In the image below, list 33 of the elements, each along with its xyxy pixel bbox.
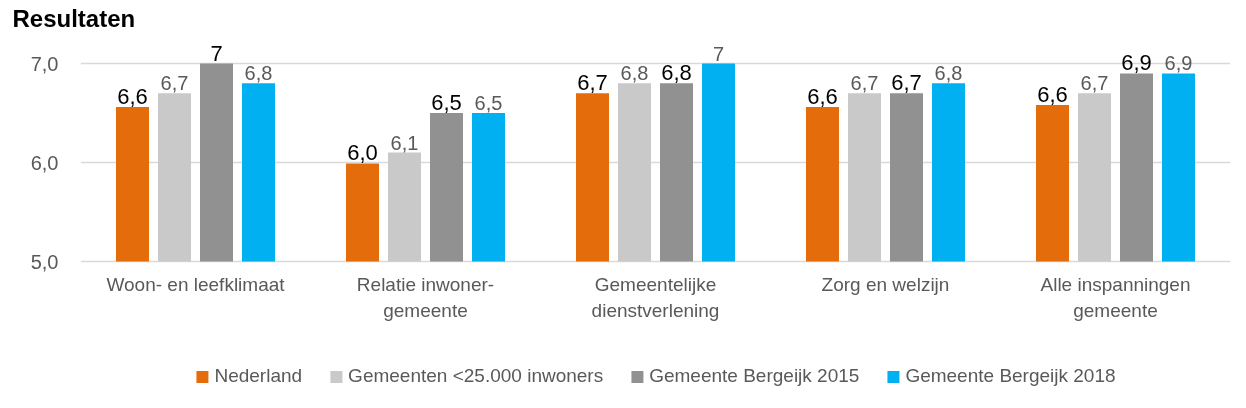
data-label: 6,5 <box>431 90 462 115</box>
data-label: 6,9 <box>1121 50 1152 76</box>
data-label: 6,1 <box>390 131 419 154</box>
legend-label: Gemeenten <25.000 inwoners <box>348 365 604 387</box>
chart-title: Resultaten <box>12 4 136 32</box>
legend-label: Gemeente Bergeijk 2015 <box>649 365 860 387</box>
data-label: 6,7 <box>1080 72 1109 95</box>
data-label: 6,7 <box>850 72 879 95</box>
data-label: 7 <box>210 40 223 66</box>
data-label: 6,6 <box>1037 82 1068 108</box>
y-tick-label: 6,0 <box>30 151 59 174</box>
data-label: 6,7 <box>160 72 189 95</box>
data-label: 6,8 <box>244 62 273 85</box>
data-label: 6,8 <box>620 62 649 85</box>
data-label: 6,0 <box>347 140 378 166</box>
y-tick-label: 5,0 <box>30 250 59 273</box>
data-label: 7 <box>712 42 725 65</box>
data-label: 6,6 <box>117 84 148 110</box>
data-label: 6,8 <box>934 62 963 85</box>
data-label: 6,6 <box>807 84 838 110</box>
legend-label: Nederland <box>214 365 303 387</box>
data-label: 6,7 <box>891 70 922 96</box>
x-tick-label: Zorg en welzijn <box>821 273 950 295</box>
data-label: 6,8 <box>661 60 692 86</box>
data-label: 6,7 <box>577 70 608 96</box>
legend-label: Gemeente Bergeijk 2018 <box>905 365 1116 387</box>
x-tick-label: Alle inspanningen gemeente <box>1040 273 1191 321</box>
y-tick-label: 7,0 <box>30 52 59 75</box>
x-tick-label: Gemeentelijke dienstverlening <box>591 273 720 321</box>
x-tick-label: Relatie inwoner-gemeente <box>356 273 495 321</box>
x-tick-label: Woon- en leefklimaat <box>106 273 286 295</box>
data-label: 6,5 <box>474 92 503 114</box>
data-label: 6,9 <box>1164 52 1193 75</box>
